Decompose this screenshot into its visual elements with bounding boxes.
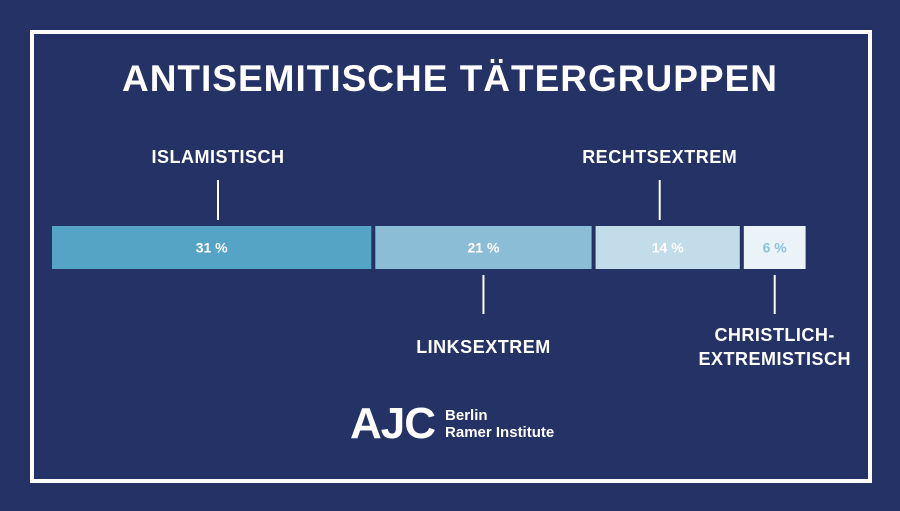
- bar-segment-rechtsextrem: [595, 226, 740, 269]
- category-label-islamistisch: ISLAMISTISCH: [151, 147, 284, 167]
- logo-line-berlin: Berlin: [445, 407, 488, 424]
- category-label-line: EXTREMISTISCH: [698, 349, 851, 369]
- logo-mark: AJC: [350, 399, 436, 448]
- category-label-christlich-extremistisch: CHRISTLICH- EXTREMISTISCH: [698, 325, 851, 369]
- bar-layer: 31 % ISLAMISTISCH 21 % LINKSEXTREM 14 % RECHT…: [52, 147, 851, 369]
- category-label-line: LINKSEXTREM: [416, 337, 551, 357]
- value-label-islamistisch: 31 %: [196, 240, 228, 256]
- chart-title: ANTISEMITISCHE TÄTERGRUPPEN: [121, 58, 779, 99]
- bar-segment-linksextrem: [375, 226, 592, 269]
- logo-text: Berlin Ramer Institute: [445, 407, 554, 441]
- value-label-linksextrem: 21 %: [467, 240, 499, 256]
- category-label-line: RECHTSEXTREM: [582, 147, 737, 167]
- ajc-logo: AJC Berlin Ramer Institute: [350, 402, 554, 446]
- bar-segment-christlich-extremistisch: [743, 226, 806, 269]
- category-label-line: ISLAMISTISCH: [151, 147, 284, 167]
- category-label-line: CHRISTLICH-: [714, 325, 835, 345]
- logo-line-institute: Ramer Institute: [445, 424, 555, 441]
- white-frame: [30, 30, 872, 483]
- category-label-rechtsextrem: RECHTSEXTREM: [582, 147, 737, 167]
- value-label-christlich-extremistisch: 6 %: [763, 240, 788, 256]
- bar-segment-islamistisch: [52, 226, 372, 269]
- category-label-linksextrem: LINKSEXTREM: [416, 337, 551, 357]
- value-label-rechtsextrem: 14 %: [652, 240, 684, 256]
